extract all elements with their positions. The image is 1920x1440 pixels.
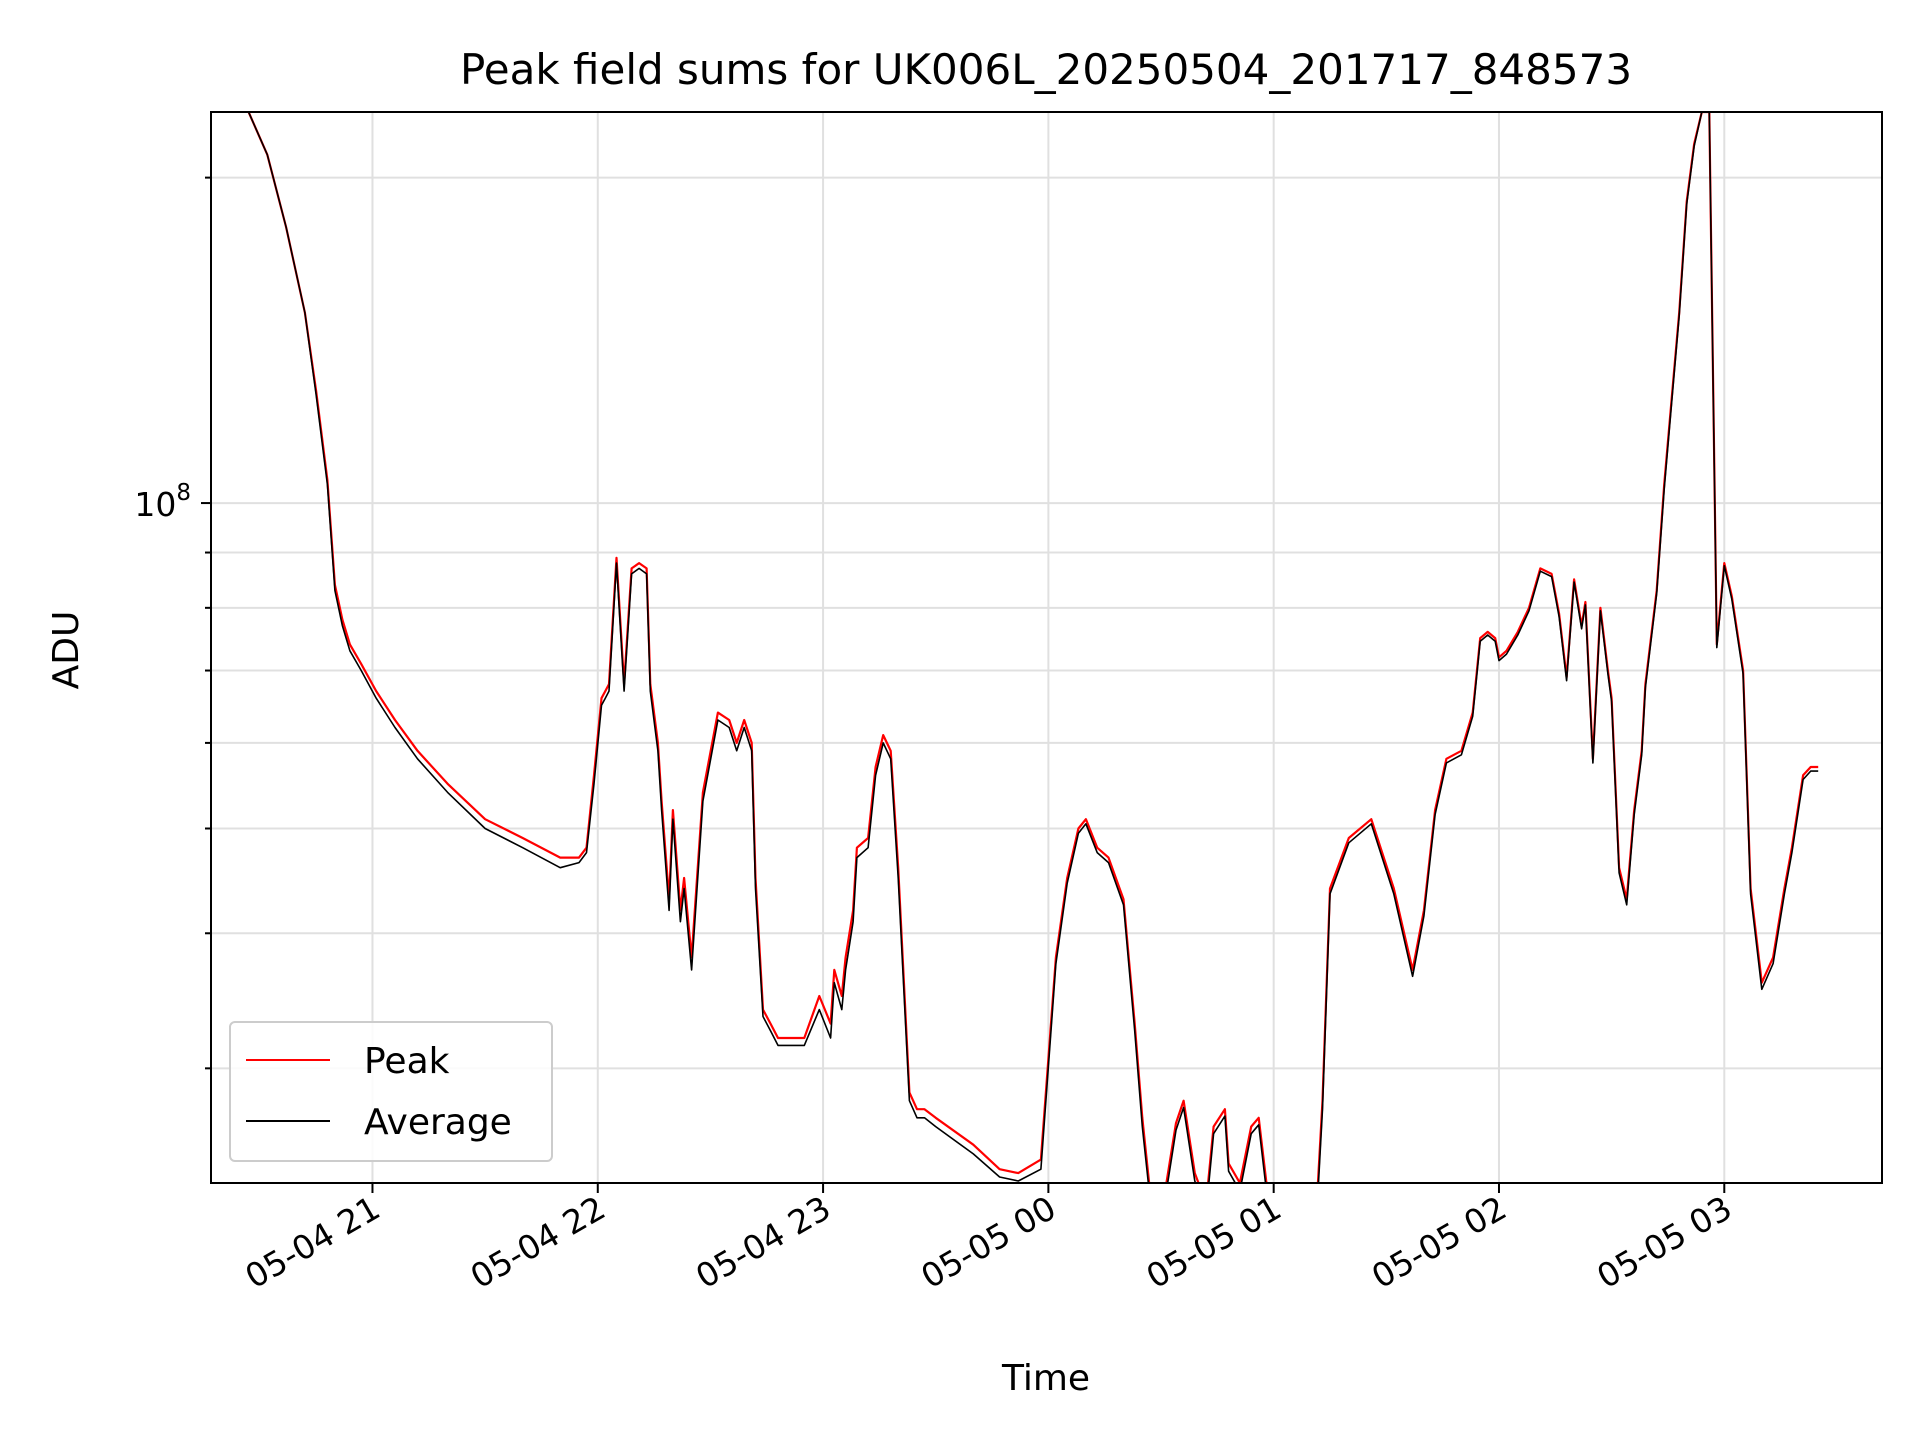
- legend-box: [229, 1021, 553, 1162]
- plot-frame: [210, 111, 1883, 1184]
- x-axis-label: Time: [1001, 1358, 1090, 1399]
- y-tick-label-exponent: 8: [176, 480, 191, 506]
- legend-label-average: Average: [364, 1102, 512, 1143]
- y-tick-label: 108: [134, 480, 191, 524]
- y-axis-label: ADU: [46, 611, 87, 690]
- legend-label-peak: Peak: [364, 1041, 450, 1082]
- series-group: [247, 112, 1819, 1183]
- grid: [211, 112, 1882, 1183]
- y-tick-label-base: 10: [134, 485, 176, 524]
- legend: Peak Average: [229, 1021, 553, 1162]
- chart-title: Peak field sums for UK006L_20250504_2017…: [460, 45, 1632, 94]
- series-line-average: [247, 112, 1819, 1183]
